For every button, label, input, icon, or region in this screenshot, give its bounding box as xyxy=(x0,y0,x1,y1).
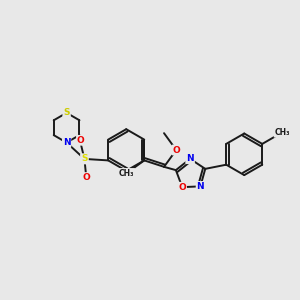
Text: O: O xyxy=(178,183,186,192)
Text: N: N xyxy=(186,154,194,163)
Text: S: S xyxy=(63,108,70,117)
Text: S: S xyxy=(81,154,88,164)
Text: N: N xyxy=(196,182,204,191)
Text: O: O xyxy=(82,173,90,182)
Text: O: O xyxy=(172,146,180,154)
Text: S: S xyxy=(63,108,70,117)
Text: N: N xyxy=(63,138,70,147)
Text: O: O xyxy=(77,136,85,145)
Text: O: O xyxy=(178,183,186,192)
Text: O: O xyxy=(172,146,180,154)
Text: O: O xyxy=(82,173,90,182)
Text: CH₃: CH₃ xyxy=(274,128,290,137)
Text: N: N xyxy=(186,154,194,163)
Text: O: O xyxy=(77,136,85,145)
Text: CH₃: CH₃ xyxy=(119,169,134,178)
Text: S: S xyxy=(81,154,88,164)
Text: N: N xyxy=(63,138,70,147)
Text: S: S xyxy=(81,154,88,164)
Text: N: N xyxy=(196,182,204,191)
